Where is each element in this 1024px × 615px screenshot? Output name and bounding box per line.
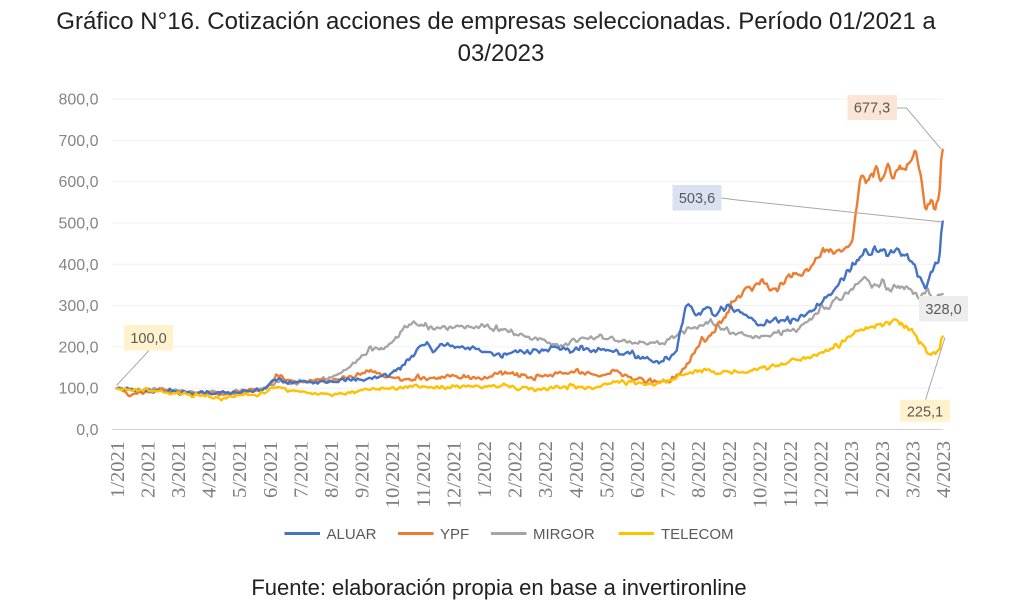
svg-text:4/2021: 4/2021: [199, 441, 221, 498]
svg-text:4/2023: 4/2023: [933, 441, 955, 498]
svg-text:677,3: 677,3: [854, 101, 890, 117]
svg-text:5/2021: 5/2021: [229, 441, 251, 498]
svg-text:2/2022: 2/2022: [505, 441, 527, 498]
svg-text:3/2021: 3/2021: [168, 441, 190, 498]
svg-text:3/2023: 3/2023: [902, 441, 924, 498]
svg-text:328,0: 328,0: [925, 302, 961, 318]
svg-text:200,0: 200,0: [58, 339, 98, 356]
svg-text:9/2022: 9/2022: [719, 441, 741, 498]
svg-text:800,0: 800,0: [58, 92, 98, 109]
svg-text:10/2021: 10/2021: [382, 441, 404, 508]
svg-text:0,0: 0,0: [76, 422, 98, 439]
svg-text:9/2021: 9/2021: [352, 441, 374, 498]
svg-text:10/2022: 10/2022: [749, 441, 771, 508]
svg-text:11/2022: 11/2022: [780, 441, 802, 507]
svg-text:7/2021: 7/2021: [290, 441, 312, 498]
svg-text:700,0: 700,0: [58, 133, 98, 150]
svg-text:6/2022: 6/2022: [627, 441, 649, 498]
svg-text:5/2022: 5/2022: [596, 441, 618, 498]
svg-text:6/2021: 6/2021: [260, 441, 282, 498]
svg-text:YPF: YPF: [440, 526, 469, 543]
svg-text:300,0: 300,0: [58, 298, 98, 315]
svg-text:MIRGOR: MIRGOR: [533, 526, 595, 543]
svg-text:12/2021: 12/2021: [443, 441, 465, 508]
svg-text:600,0: 600,0: [58, 174, 98, 191]
svg-text:8/2021: 8/2021: [321, 441, 343, 498]
svg-text:11/2021: 11/2021: [413, 441, 435, 507]
svg-text:7/2022: 7/2022: [658, 441, 680, 498]
svg-text:100,0: 100,0: [130, 331, 166, 347]
svg-text:ALUAR: ALUAR: [327, 526, 377, 543]
svg-text:12/2022: 12/2022: [811, 441, 833, 508]
svg-text:100,0: 100,0: [58, 381, 98, 398]
svg-text:400,0: 400,0: [58, 257, 98, 274]
svg-text:1/2022: 1/2022: [474, 441, 496, 498]
svg-text:1/2023: 1/2023: [841, 441, 863, 498]
svg-text:8/2022: 8/2022: [688, 441, 710, 498]
svg-text:4/2022: 4/2022: [566, 441, 588, 498]
svg-text:500,0: 500,0: [58, 216, 98, 233]
svg-text:2/2021: 2/2021: [137, 441, 159, 498]
svg-text:1/2021: 1/2021: [107, 441, 129, 498]
svg-text:3/2022: 3/2022: [535, 441, 557, 498]
svg-text:503,6: 503,6: [679, 191, 715, 207]
svg-text:TELECOM: TELECOM: [661, 526, 734, 543]
svg-text:2/2023: 2/2023: [872, 441, 894, 498]
svg-text:225,1: 225,1: [907, 405, 943, 421]
